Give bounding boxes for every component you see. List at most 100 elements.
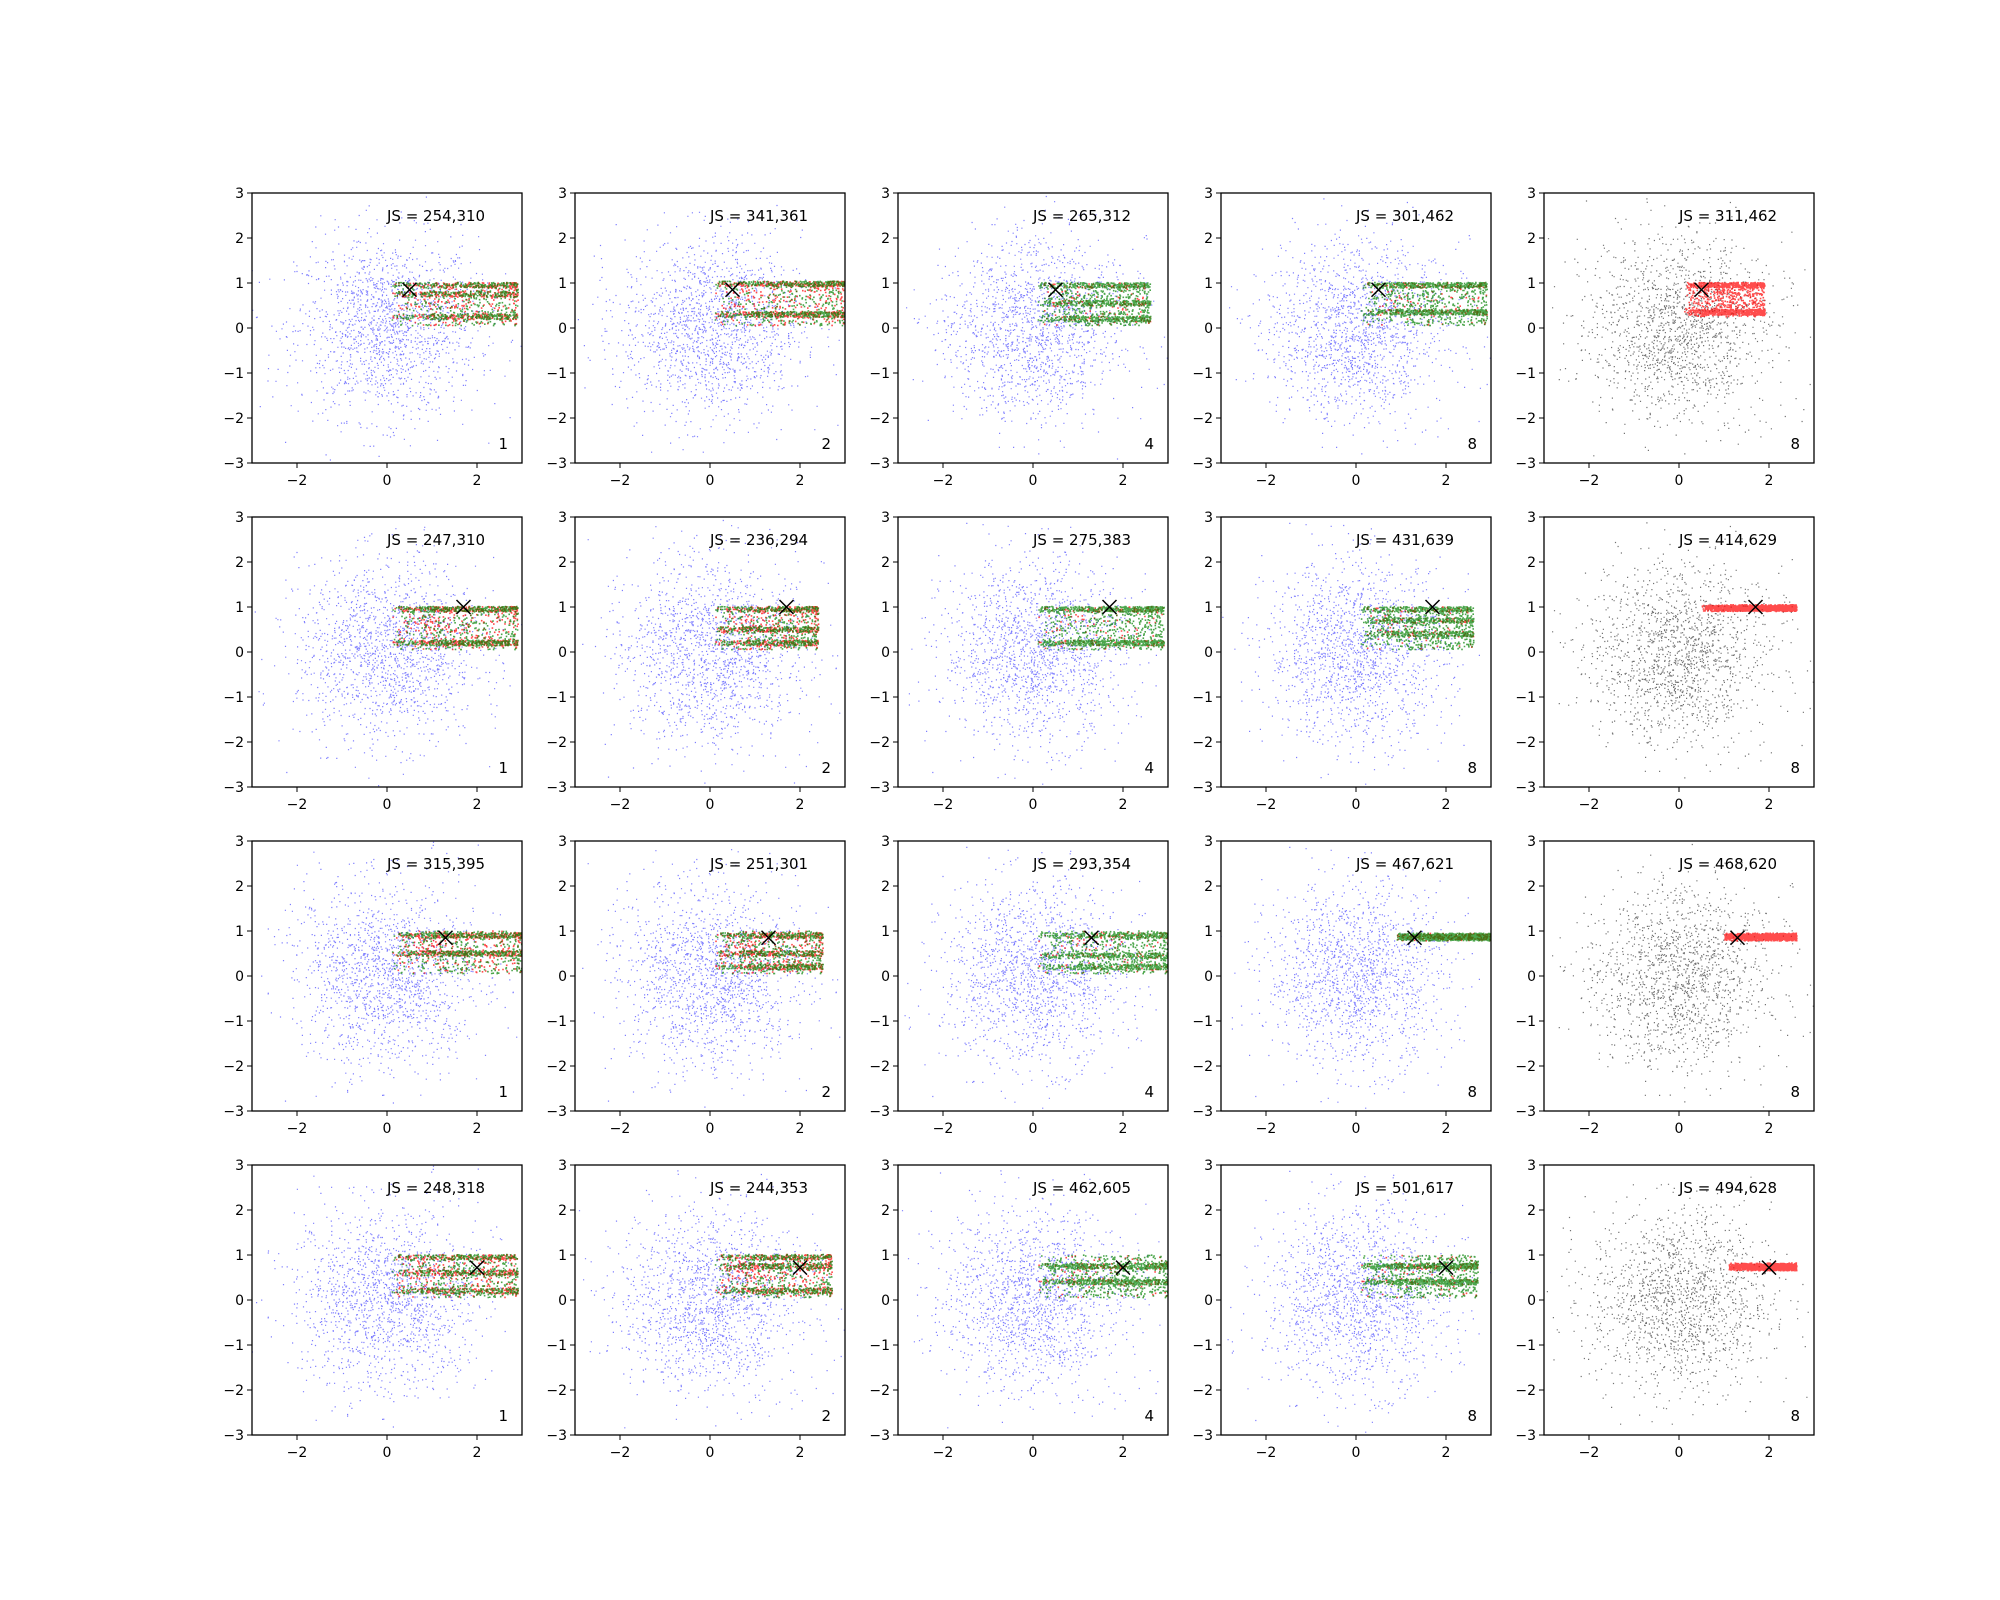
y-tick-label: −1 bbox=[1192, 1338, 1213, 1354]
js-annotation: JS = 431,639 bbox=[1355, 531, 1454, 549]
y-tick-label: 2 bbox=[881, 879, 890, 895]
subplot-r4-c5: −2 0 2 −3 −2 −1 0 1 2 3 JS = 494,628 8 bbox=[1515, 1158, 1815, 1461]
js-annotation: JS = 236,294 bbox=[709, 531, 808, 549]
axes-frame bbox=[574, 1164, 846, 1436]
y-tick-label: −1 bbox=[869, 1338, 890, 1354]
y-tick-label: −2 bbox=[546, 735, 567, 751]
target-marker bbox=[437, 930, 454, 946]
x-tick-label: 0 bbox=[1029, 797, 1038, 813]
y-tick-label: 2 bbox=[881, 1203, 890, 1219]
points-layer bbox=[575, 204, 845, 463]
x-tick-label: −2 bbox=[287, 1445, 308, 1461]
axes-frame bbox=[574, 840, 846, 1112]
y-tick-label: 2 bbox=[1204, 231, 1213, 247]
y-tick-label: −1 bbox=[1192, 690, 1213, 706]
points-layer bbox=[1221, 846, 1491, 1109]
background-points bbox=[1221, 846, 1480, 1109]
y-tick-label: −2 bbox=[1515, 411, 1536, 427]
x-tick-label: 2 bbox=[796, 473, 805, 489]
x-tick-label: 0 bbox=[1675, 1121, 1684, 1137]
y-tick-label: 2 bbox=[1527, 879, 1536, 895]
x-tick-label: −2 bbox=[1256, 1445, 1277, 1461]
js-annotation: JS = 293,354 bbox=[1032, 855, 1131, 873]
y-tick-label: 2 bbox=[558, 555, 567, 571]
y-tick-label: 1 bbox=[558, 276, 567, 292]
subplot-r2-c3: −2 0 2 −3 −2 −1 0 1 2 3 JS = 275,383 4 bbox=[869, 510, 1169, 813]
y-tick-label: 3 bbox=[1204, 510, 1213, 526]
y-tick-label: 0 bbox=[558, 321, 567, 337]
y-tick-label: 3 bbox=[1204, 834, 1213, 850]
points-layer bbox=[1552, 522, 1814, 779]
js-annotation: JS = 251,301 bbox=[709, 855, 808, 873]
y-tick-label: −2 bbox=[1192, 1059, 1213, 1075]
generated-points-green bbox=[1360, 1254, 1479, 1299]
y-tick-label: 0 bbox=[881, 321, 890, 337]
js-annotation: JS = 494,628 bbox=[1678, 1179, 1777, 1197]
x-tick-label: −2 bbox=[610, 473, 631, 489]
y-tick-label: 1 bbox=[1204, 600, 1213, 616]
y-tick-label: 1 bbox=[1527, 924, 1536, 940]
subplot-r3-c2: −2 0 2 −3 −2 −1 0 1 2 3 JS = 251,301 2 bbox=[546, 834, 846, 1137]
y-tick-label: −2 bbox=[1192, 1383, 1213, 1399]
js-annotation: JS = 414,629 bbox=[1678, 531, 1777, 549]
k-annotation: 2 bbox=[821, 759, 831, 777]
y-tick-label: −1 bbox=[869, 1014, 890, 1030]
y-tick-label: −1 bbox=[1515, 1338, 1536, 1354]
target-marker bbox=[1761, 1260, 1777, 1276]
y-tick-label: −2 bbox=[1515, 735, 1536, 751]
y-tick-label: −3 bbox=[1515, 780, 1536, 796]
k-annotation: 1 bbox=[498, 759, 508, 777]
y-tick-label: −2 bbox=[546, 1059, 567, 1075]
y-tick-label: 2 bbox=[1527, 555, 1536, 571]
y-tick-label: 1 bbox=[558, 1248, 567, 1264]
y-tick-label: −1 bbox=[546, 1338, 567, 1354]
background-points bbox=[1229, 198, 1491, 463]
background-points bbox=[898, 522, 1157, 785]
y-tick-label: 2 bbox=[235, 1203, 244, 1219]
y-tick-label: −3 bbox=[223, 780, 244, 796]
y-tick-label: 1 bbox=[235, 600, 244, 616]
y-tick-label: −3 bbox=[1192, 456, 1213, 472]
y-tick-label: 3 bbox=[235, 510, 244, 526]
x-tick-label: 0 bbox=[1352, 1121, 1361, 1137]
y-tick-label: 1 bbox=[235, 924, 244, 940]
y-tick-label: −3 bbox=[546, 1428, 567, 1444]
x-tick-label: −2 bbox=[287, 797, 308, 813]
y-tick-label: 1 bbox=[558, 600, 567, 616]
y-tick-label: −1 bbox=[869, 366, 890, 382]
background-points bbox=[261, 841, 518, 1104]
y-tick-label: −2 bbox=[869, 411, 890, 427]
js-annotation: JS = 301,462 bbox=[1355, 207, 1454, 225]
target-marker bbox=[1115, 1260, 1131, 1276]
generated-points-green bbox=[1396, 932, 1491, 942]
x-tick-label: −2 bbox=[1256, 797, 1277, 813]
y-tick-label: −2 bbox=[1192, 735, 1213, 751]
background-points bbox=[252, 196, 522, 461]
x-tick-label: −2 bbox=[1579, 473, 1600, 489]
y-tick-label: 0 bbox=[881, 969, 890, 985]
y-tick-label: −2 bbox=[1515, 1059, 1536, 1075]
y-tick-label: 1 bbox=[881, 276, 890, 292]
x-tick-label: 0 bbox=[706, 1121, 715, 1137]
k-annotation: 8 bbox=[1790, 435, 1800, 453]
y-tick-label: 0 bbox=[235, 321, 244, 337]
x-tick-label: 2 bbox=[796, 797, 805, 813]
x-tick-label: −2 bbox=[1256, 473, 1277, 489]
background-points bbox=[1552, 522, 1814, 779]
k-annotation: 4 bbox=[1144, 759, 1154, 777]
background-points bbox=[901, 1170, 1161, 1429]
generated-points-green bbox=[1037, 281, 1152, 327]
x-tick-label: −2 bbox=[610, 1445, 631, 1461]
background-points bbox=[1544, 1176, 1809, 1435]
y-tick-label: 1 bbox=[235, 1248, 244, 1264]
y-tick-label: −1 bbox=[546, 1014, 567, 1030]
background-points bbox=[1552, 843, 1814, 1111]
y-tick-label: 1 bbox=[1527, 1248, 1536, 1264]
generated-points-green bbox=[391, 281, 519, 327]
points-layer bbox=[582, 849, 841, 1108]
y-tick-label: 1 bbox=[235, 276, 244, 292]
generated-points-red bbox=[1038, 1255, 1168, 1299]
axes-frame bbox=[1543, 840, 1815, 1112]
generated-points-green bbox=[1037, 605, 1165, 651]
x-tick-label: 0 bbox=[1352, 473, 1361, 489]
